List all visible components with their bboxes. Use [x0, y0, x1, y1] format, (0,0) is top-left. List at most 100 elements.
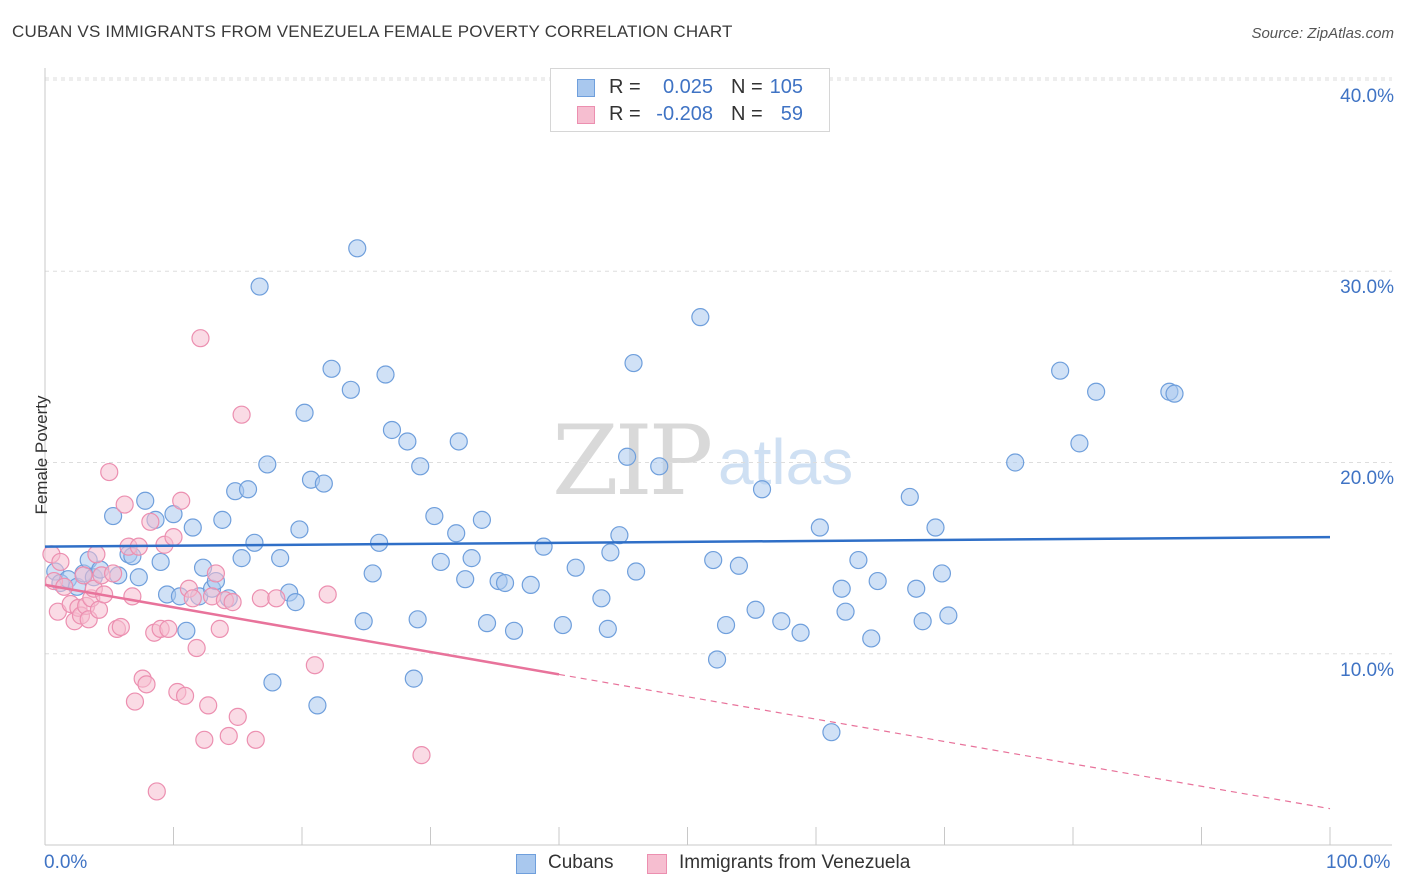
venezuela-point: [74, 566, 93, 585]
cuban-point: [704, 550, 723, 570]
cuban-point: [271, 549, 290, 568]
cuban-point: [238, 480, 258, 499]
venezuela-point: [125, 692, 145, 711]
venezuela-point: [223, 593, 242, 612]
venezuela-point: [232, 405, 251, 424]
cuban-point: [411, 457, 430, 476]
cuban-point: [425, 506, 444, 526]
cuban-point: [832, 579, 851, 598]
venezuela-legend-swatch: [647, 854, 667, 874]
x-tick-label-min: 0.0%: [44, 852, 88, 873]
cuban-point: [862, 629, 881, 648]
cuban-point: [932, 564, 952, 583]
venezuela-point: [199, 696, 218, 715]
venezuela-point: [100, 462, 119, 482]
cuban-point: [382, 420, 402, 440]
cuban-point: [348, 239, 367, 258]
venezuela-point: [246, 730, 265, 749]
cuban-point: [1070, 434, 1089, 453]
cubans-trend-line: [44, 535, 1331, 548]
cuban-point: [447, 524, 466, 543]
cuban-point: [926, 518, 945, 537]
cuban-point: [398, 432, 417, 451]
cuban-point: [408, 610, 427, 629]
venezuela-point: [183, 589, 202, 608]
cuban-point: [462, 549, 481, 568]
cuban-point: [900, 487, 919, 507]
cuban-point: [939, 606, 958, 625]
venezuela-point: [305, 656, 324, 675]
stats-legend-box: R = 0.025 N = 105 R = -0.208 N = 59: [550, 68, 830, 132]
cuban-point: [601, 543, 620, 562]
points-layer: [42, 239, 1184, 801]
cubans-legend-swatch: [516, 854, 536, 874]
n-value: 105: [769, 76, 803, 98]
cuban-point: [836, 602, 855, 621]
venezuela-trend-line-extension: [558, 673, 1331, 810]
venezuela-point: [137, 675, 156, 694]
cuban-point: [534, 537, 553, 556]
cuban-point: [521, 575, 540, 595]
cuban-point: [295, 403, 314, 422]
cuban-point: [477, 614, 497, 633]
cuban-point: [245, 533, 264, 552]
venezuela-point: [104, 564, 123, 583]
r-label: R =: [609, 103, 641, 125]
venezuela-point: [147, 782, 166, 801]
y-tick-label-40: 40.0%: [1340, 86, 1394, 107]
r-label: R =: [609, 76, 641, 98]
venezuela-point: [175, 686, 195, 705]
cuban-point: [472, 510, 491, 529]
cuban-point: [449, 432, 468, 451]
cuban-point: [431, 552, 450, 572]
cuban-point: [810, 518, 829, 537]
cuban-point: [504, 621, 524, 640]
cuban-point: [691, 308, 710, 327]
cuban-point: [849, 550, 868, 570]
n-label: N =: [731, 103, 763, 125]
cuban-point: [129, 568, 148, 587]
venezuela-point: [172, 491, 191, 510]
cuban-point: [626, 562, 646, 581]
venezuela-point: [164, 527, 183, 547]
cuban-point: [1006, 453, 1025, 472]
cuban-point: [314, 474, 333, 493]
cuban-point: [553, 615, 572, 635]
cuban-point: [610, 526, 629, 545]
cuban-point: [341, 380, 360, 399]
cuban-point: [290, 520, 309, 539]
cuban-point: [1051, 361, 1070, 380]
cuban-point: [232, 549, 251, 568]
cuban-point: [250, 277, 269, 296]
venezuela-point: [191, 329, 210, 348]
cuban-point: [495, 573, 515, 593]
cuban-point: [370, 533, 389, 552]
stats-row-venezuela: R = -0.208 N = 59: [551, 102, 829, 128]
cuban-point: [404, 669, 423, 688]
cuban-point: [746, 600, 765, 619]
cuban-point: [164, 505, 183, 524]
cuban-point: [354, 612, 373, 631]
x-tick-label-max: 100.0%: [1326, 852, 1391, 873]
venezuela-point: [267, 589, 286, 608]
n-label: N =: [731, 76, 763, 98]
source-label: Source: ZipAtlas.com: [1251, 25, 1394, 42]
y-tick-label-10: 10.0%: [1340, 660, 1394, 681]
venezuela-point: [195, 730, 214, 749]
cuban-point: [592, 589, 611, 608]
cuban-point: [183, 518, 202, 537]
cuban-point: [263, 673, 282, 692]
cuban-point: [151, 552, 170, 572]
cuban-point: [136, 491, 155, 510]
cuban-point: [308, 696, 327, 715]
legend-label-cubans: Cubans: [548, 852, 614, 873]
cuban-point: [376, 365, 395, 384]
venezuela-point: [51, 552, 70, 572]
cuban-point: [618, 447, 637, 466]
venezuela-point: [187, 638, 206, 658]
r-value: -0.208: [656, 103, 713, 125]
y-tick-label-20: 20.0%: [1340, 468, 1394, 489]
venezuela-trend-line: [44, 583, 560, 676]
venezuela-point: [210, 619, 229, 638]
cuban-point: [791, 623, 810, 642]
